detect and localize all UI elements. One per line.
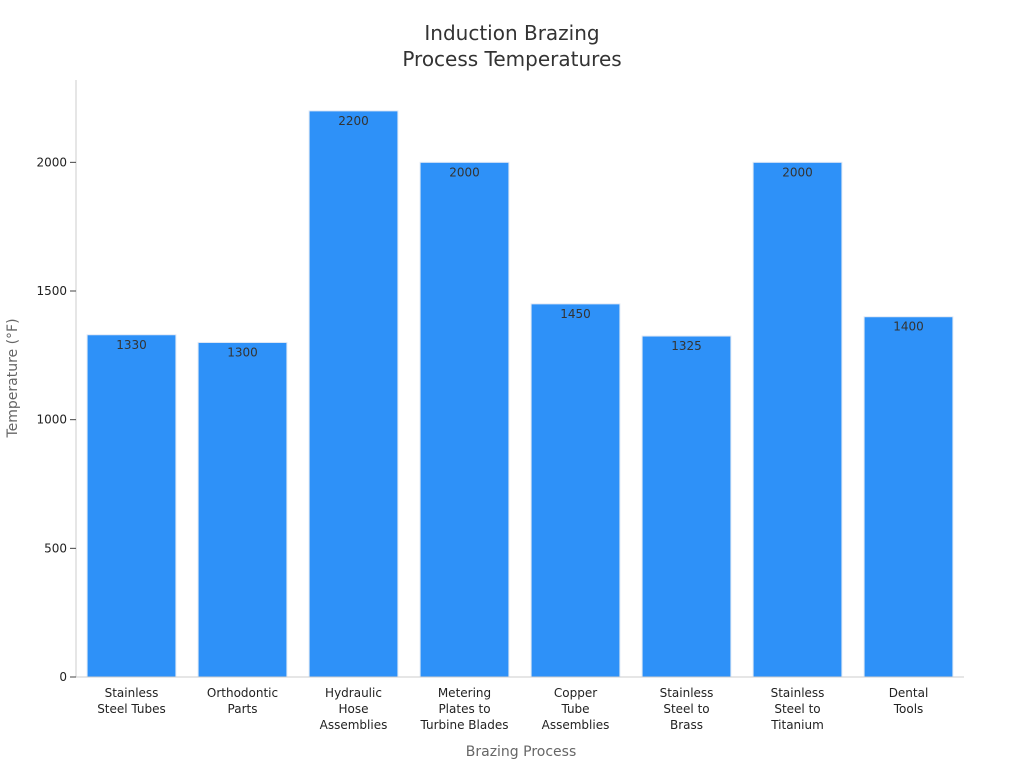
bar [308, 110, 399, 678]
x-tick-label: Turbine Blades [420, 718, 509, 732]
x-tick-label: Stainless [771, 686, 825, 700]
x-tick-label: Parts [228, 702, 258, 716]
x-tick-label: Copper [554, 686, 597, 700]
bar-data-label: 1400 [893, 320, 924, 334]
x-tick-label: Steel to [774, 702, 820, 716]
bars: 1330 1300 2200 2000 1450 1325 2000 1400 [86, 110, 954, 678]
y-tick-label: 1000 [36, 413, 67, 427]
x-tick-label: Tools [893, 702, 924, 716]
y-tick-label: 2000 [36, 155, 67, 169]
x-tick-label: Steel Tubes [97, 702, 166, 716]
bar [419, 161, 510, 678]
x-tick-label: Assemblies [542, 718, 610, 732]
x-tick-label: Orthodontic [207, 686, 278, 700]
x-tick-label: Stainless [105, 686, 159, 700]
y-axis: 0 500 1000 1500 2000 [36, 80, 77, 684]
bar [86, 334, 177, 678]
bar-data-label: 1325 [671, 339, 702, 353]
x-tick-label: Tube [560, 702, 589, 716]
x-tick-label: Dental [889, 686, 929, 700]
x-tick-label: Metering [438, 686, 491, 700]
bar [641, 335, 732, 678]
x-tick-label: Plates to [438, 702, 490, 716]
bar [752, 161, 843, 678]
bar [863, 316, 954, 678]
chart-title-line: Induction Brazing [424, 21, 599, 45]
bar-data-label: 1330 [116, 338, 147, 352]
bar [197, 341, 288, 678]
bar-data-label: 2000 [782, 165, 813, 179]
bar-data-label: 1450 [560, 307, 591, 321]
bar-data-label: 2200 [338, 114, 369, 128]
x-tick-label: Stainless [660, 686, 714, 700]
x-tick-label: Steel to [663, 702, 709, 716]
x-tick-label: Assemblies [320, 718, 388, 732]
bar-data-label: 1300 [227, 345, 258, 359]
x-tick-label: Hydraulic [325, 686, 382, 700]
x-axis-label: Brazing Process [466, 744, 577, 760]
y-axis-label: Temperature (°F) [5, 318, 21, 438]
y-tick-label: 500 [44, 541, 67, 555]
x-tick-label: Brass [670, 718, 703, 732]
y-tick-label: 1500 [36, 284, 67, 298]
bar [530, 303, 621, 678]
x-tick-label: Hose [339, 702, 369, 716]
bar-data-label: 2000 [449, 165, 480, 179]
x-tick-label: Titanium [770, 718, 824, 732]
y-tick-label: 0 [59, 670, 67, 684]
x-axis: Stainless Steel Tubes Orthodontic Parts Hydr… [76, 676, 964, 732]
chart-title-line: Process Temperatures [402, 47, 621, 71]
